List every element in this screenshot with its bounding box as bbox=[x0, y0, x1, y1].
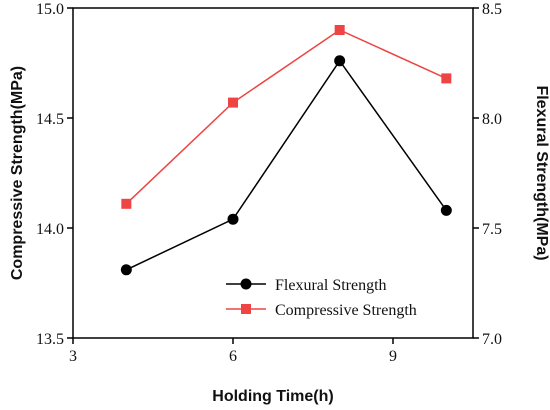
series-line-compressive bbox=[125, 29, 447, 205]
y-right-tick-label-7.0: 7.0 bbox=[482, 331, 502, 348]
data-point-flexural-3 bbox=[440, 204, 452, 216]
x-tick-label-9: 9 bbox=[389, 348, 397, 365]
data-point-flexural-0 bbox=[120, 264, 132, 276]
series-layer bbox=[120, 25, 452, 276]
y-axis-right-title: Flexural Strength(MPa) bbox=[533, 85, 550, 260]
y-left-tick-label-15.0: 15.0 bbox=[36, 1, 64, 18]
legend-marker-flexural bbox=[240, 278, 252, 290]
data-point-compressive-0 bbox=[121, 198, 132, 209]
y-right-tick-label-8.0: 8.0 bbox=[482, 111, 502, 128]
y-left-tick-label-13.5: 13.5 bbox=[36, 331, 64, 348]
data-point-compressive-2 bbox=[334, 25, 345, 35]
y-right-tick-label-8.5: 8.5 bbox=[482, 1, 502, 18]
legend-label-compressive: Compressive Strength bbox=[275, 302, 417, 319]
data-point-flexural-1 bbox=[227, 213, 239, 225]
data-point-compressive-3 bbox=[441, 73, 452, 84]
x-axis-title: Holding Time(h) bbox=[212, 388, 333, 405]
legend: Flexural Strength Compressive Strength bbox=[226, 277, 417, 319]
y-left-tick-label-14.0: 14.0 bbox=[36, 221, 64, 238]
y-right-tick-label-7.5: 7.5 bbox=[482, 221, 502, 238]
legend-label-flexural: Flexural Strength bbox=[275, 277, 387, 294]
y-axis-left-title: Compressive Strength(MPa) bbox=[9, 66, 26, 280]
x-tick-label-6: 6 bbox=[229, 348, 237, 365]
x-tick-label-3: 3 bbox=[69, 348, 77, 365]
plot-frame bbox=[72, 7, 474, 339]
data-point-compressive-1 bbox=[228, 97, 238, 108]
data-point-flexural-2 bbox=[334, 55, 346, 67]
axis-ticks: 3 6 9 13.5 14.0 14.5 15.0 7.0 7.5 8.0 8.5 bbox=[36, 1, 502, 365]
series-line-flexural bbox=[126, 59, 447, 271]
legend-marker-compressive bbox=[241, 304, 251, 314]
y-left-tick-label-14.5: 14.5 bbox=[36, 111, 64, 128]
